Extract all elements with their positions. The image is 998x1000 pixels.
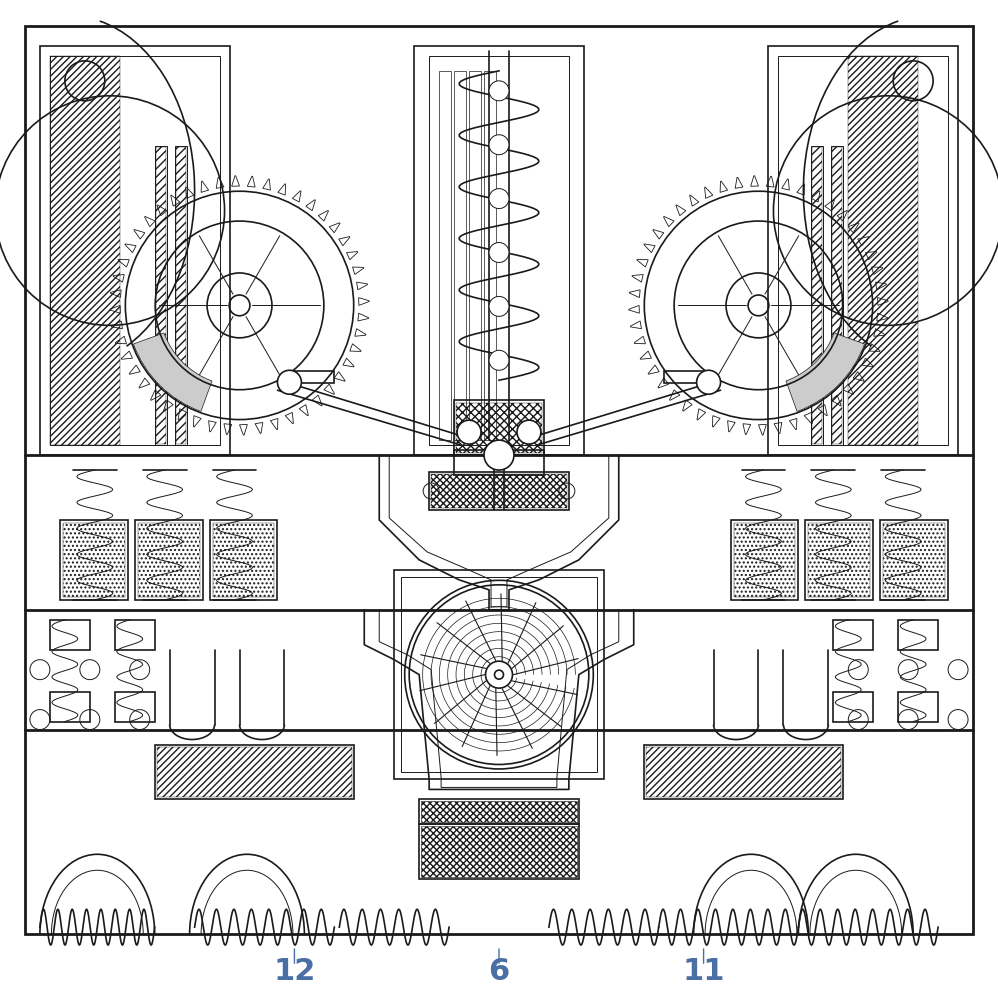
Bar xyxy=(664,371,709,383)
Bar xyxy=(429,56,569,445)
Circle shape xyxy=(484,440,514,470)
Bar xyxy=(833,620,873,650)
Bar xyxy=(50,692,90,722)
Bar xyxy=(439,71,451,440)
Bar xyxy=(210,520,277,600)
Bar xyxy=(176,147,186,444)
Bar xyxy=(646,747,841,797)
Bar xyxy=(401,577,597,772)
Bar xyxy=(898,620,938,650)
Circle shape xyxy=(489,189,509,209)
Bar xyxy=(157,747,352,797)
Bar xyxy=(644,745,843,799)
Bar xyxy=(808,523,870,597)
Bar xyxy=(25,730,973,934)
Bar xyxy=(25,455,973,610)
Bar xyxy=(50,56,120,445)
Circle shape xyxy=(517,420,541,444)
Bar xyxy=(429,472,569,510)
Bar xyxy=(155,745,354,799)
Bar xyxy=(454,400,544,455)
Bar xyxy=(898,692,938,722)
Bar xyxy=(414,46,584,455)
Bar xyxy=(831,146,843,445)
Circle shape xyxy=(489,350,509,370)
Bar xyxy=(155,146,167,445)
Circle shape xyxy=(457,420,481,444)
Text: 11: 11 xyxy=(683,957,725,986)
Bar xyxy=(419,799,579,824)
Bar xyxy=(50,620,90,650)
Text: 6: 6 xyxy=(488,957,510,986)
Bar xyxy=(469,71,481,440)
Bar xyxy=(484,71,496,440)
Circle shape xyxy=(489,135,509,155)
Bar xyxy=(734,523,795,597)
Circle shape xyxy=(489,243,509,262)
Bar xyxy=(40,46,230,455)
Bar xyxy=(848,56,918,445)
Bar xyxy=(213,523,274,597)
Circle shape xyxy=(489,81,509,101)
Bar xyxy=(454,450,544,475)
Bar xyxy=(832,147,842,444)
Bar xyxy=(50,56,220,445)
Bar xyxy=(138,523,200,597)
Bar xyxy=(115,620,155,650)
Bar xyxy=(805,520,873,600)
Bar xyxy=(778,56,948,445)
Bar xyxy=(456,403,542,453)
Bar xyxy=(60,520,128,600)
Text: 12: 12 xyxy=(273,957,315,986)
Bar xyxy=(419,824,579,879)
Bar xyxy=(731,520,798,600)
Bar xyxy=(768,46,958,455)
Bar xyxy=(115,692,155,722)
Bar xyxy=(454,71,466,440)
Bar xyxy=(175,146,187,445)
Bar xyxy=(135,520,203,600)
Circle shape xyxy=(277,370,301,394)
Circle shape xyxy=(697,370,721,394)
Bar xyxy=(833,692,873,722)
Wedge shape xyxy=(134,333,212,411)
Bar xyxy=(431,474,567,508)
Bar xyxy=(421,826,577,877)
Bar xyxy=(812,147,822,444)
Bar xyxy=(421,801,577,822)
Bar xyxy=(880,520,948,600)
Bar xyxy=(289,371,334,383)
Bar xyxy=(811,146,823,445)
Bar xyxy=(25,610,973,730)
Wedge shape xyxy=(786,333,864,411)
Bar xyxy=(63,523,125,597)
Bar xyxy=(883,523,945,597)
Bar xyxy=(156,147,166,444)
Circle shape xyxy=(489,296,509,316)
Bar xyxy=(394,570,604,779)
